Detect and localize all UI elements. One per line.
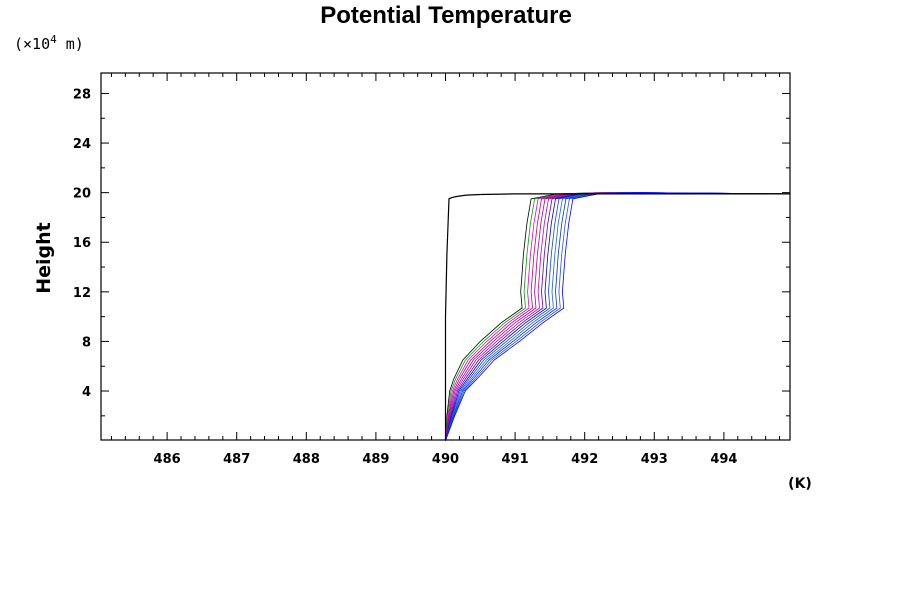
x-tick-label: 486 [154, 452, 181, 467]
ensemble-line-2 [445, 192, 791, 441]
ensemble-line-4 [445, 192, 791, 441]
x-tick-label: 493 [641, 452, 668, 467]
y-tick-label: 16 [73, 236, 91, 251]
x-tick-label: 489 [362, 452, 389, 467]
y-axis-label: Height [33, 222, 55, 294]
y-tick-label: 28 [73, 87, 91, 102]
ensemble-line-1 [445, 192, 791, 441]
x-tick-label: 491 [502, 452, 529, 467]
y-tick-label: 24 [73, 137, 91, 152]
ensemble-line-12 [445, 192, 791, 441]
plot-lines [444, 192, 791, 441]
ensemble-line-9 [445, 192, 791, 441]
x-axis-unit: (K) [788, 476, 812, 492]
y-tick-label: 12 [73, 286, 91, 301]
y-axis-unit-prefix: (×10 [14, 35, 50, 53]
x-tick-label: 488 [293, 452, 320, 467]
ensemble-line-5 [445, 192, 791, 441]
chart-title: Potential Temperature [320, 2, 572, 29]
ensemble-line-10 [445, 192, 791, 441]
x-tick-label: 494 [710, 452, 737, 467]
y-axis-unit-exponent: 4 [50, 33, 57, 46]
plot-frame [100, 72, 791, 441]
axes: 486 487 488 489 490 491 492 493 494 4 8 12 16 20 24 28 [73, 73, 790, 467]
ensemble-line-8 [445, 192, 791, 441]
x-tick-label: 487 [223, 452, 250, 467]
reference-line-2 [480, 193, 790, 196]
y-axis-unit: (×104 m) [14, 33, 84, 53]
ensemble-line-11 [445, 192, 791, 441]
ensemble-line-6 [445, 192, 791, 441]
x-tick-label: 492 [571, 452, 598, 467]
y-tick-label: 20 [73, 187, 91, 202]
reference-line-1 [444, 193, 481, 441]
y-axis-unit-suffix: m) [57, 35, 84, 53]
ensemble-line-13 [445, 192, 791, 441]
x-tick-label: 490 [432, 452, 459, 467]
y-tick-label: 8 [82, 335, 91, 350]
ensemble-line-3 [445, 192, 791, 441]
y-tick-label: 4 [82, 385, 91, 400]
ensemble-line-7 [445, 192, 791, 441]
